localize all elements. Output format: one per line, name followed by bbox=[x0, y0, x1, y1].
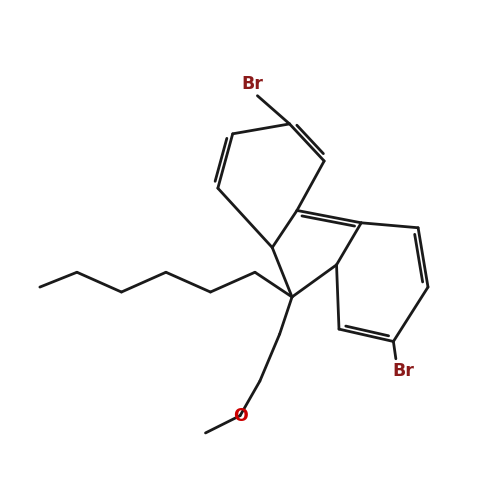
Text: Br: Br bbox=[392, 362, 414, 380]
Text: O: O bbox=[232, 406, 248, 424]
Text: Br: Br bbox=[242, 76, 264, 94]
